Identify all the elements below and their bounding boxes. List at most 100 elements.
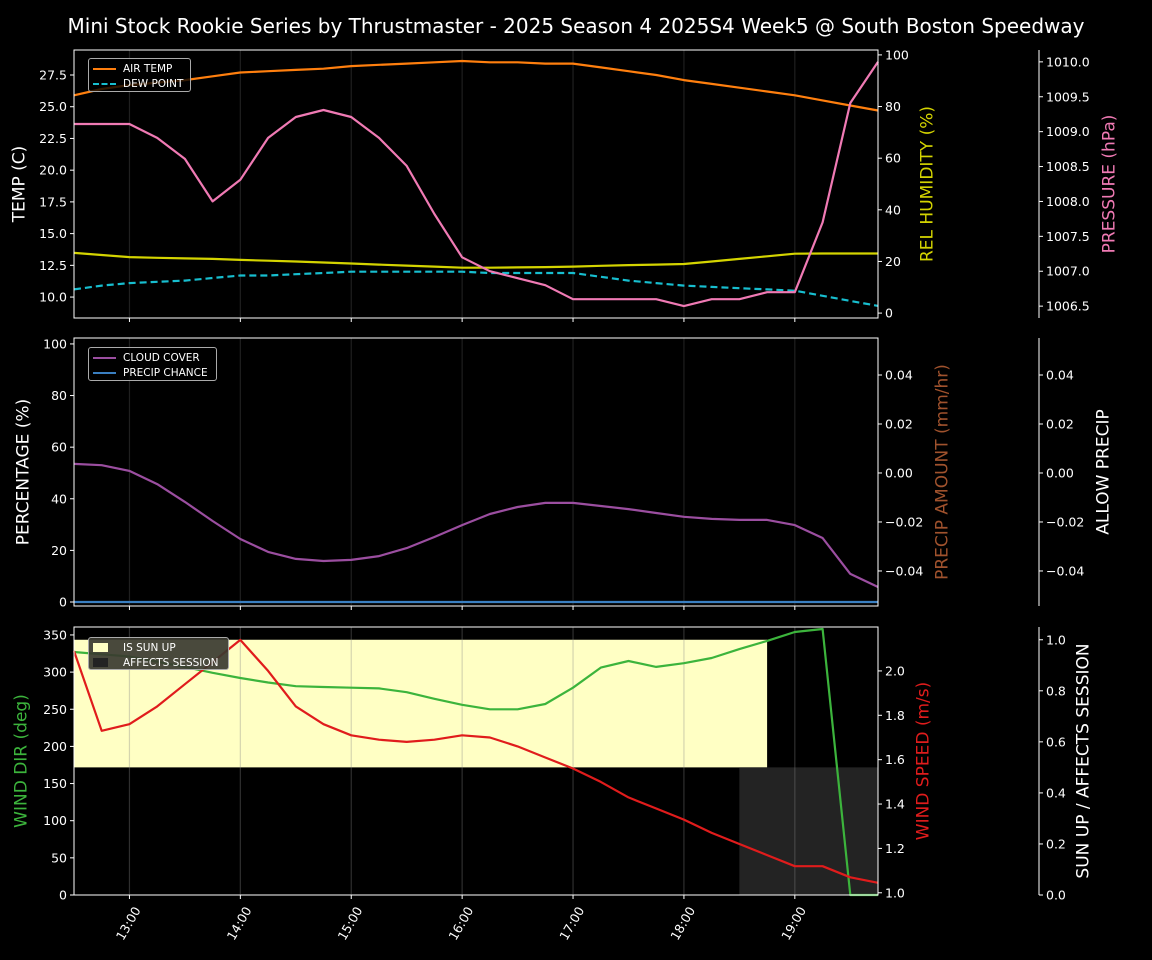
- y-tick-label: 50: [51, 850, 67, 865]
- y-tick-label: 10.0: [39, 290, 67, 305]
- y-tick-label: 1.4: [885, 797, 905, 812]
- y-tick-label: 0.00: [1046, 465, 1074, 480]
- legend-swatch-affects-session: [93, 658, 108, 667]
- y-tick-label: 60: [51, 440, 67, 455]
- x-tick-label: 16:00: [445, 904, 476, 943]
- y-tick-label: 0.02: [1046, 416, 1074, 431]
- plot-frame: [73, 626, 879, 896]
- y-tick-label: 22.5: [39, 131, 67, 146]
- y-tick-label: 2.0: [885, 663, 905, 678]
- axis-label-wind-speed: WIND SPEED (m/s): [913, 681, 934, 841]
- x-tick-label: 19:00: [778, 904, 809, 943]
- y-tick-label: 1.6: [885, 752, 905, 767]
- y-tick-label: −0.04: [1046, 563, 1084, 578]
- axis-label-allow-precip: ALLOW PRECIP: [1093, 409, 1114, 535]
- y-tick-label: 150: [43, 776, 67, 791]
- y-tick-label: 0.04: [1046, 367, 1074, 382]
- y-tick-label: 1.0: [885, 885, 905, 900]
- y-tick-label: 250: [43, 702, 67, 717]
- y-tick-label: 1010.0: [1046, 54, 1090, 69]
- y-tick-label: 0.02: [885, 416, 913, 431]
- chart-title: Mini Stock Rookie Series by Thrustmaster…: [67, 14, 1085, 38]
- series-line-pres: [74, 61, 879, 308]
- y-tick-label: 17.5: [39, 194, 67, 209]
- plot-frame: [73, 337, 879, 607]
- axis-label-pressure: PRESSURE (hPa): [1099, 114, 1120, 254]
- x-tick-label: 18:00: [667, 904, 698, 943]
- axis-label-percentage: PERCENTAGE (%): [13, 398, 34, 546]
- y-tick-label: −0.04: [885, 563, 923, 578]
- y-tick-label: 100: [43, 336, 67, 351]
- y-tick-label: 100: [43, 813, 67, 828]
- legend-label: DEW POINT: [123, 77, 184, 90]
- y-tick-label: 1.8: [885, 708, 905, 723]
- series-line-cloud-cover: [73, 462, 879, 588]
- y-tick-label: 40: [51, 491, 67, 506]
- y-tick-label: 0.6: [1046, 734, 1066, 749]
- y-tick-label: 100: [885, 47, 909, 62]
- axis-label-sun-up: SUN UP / AFFECTS SESSION: [1073, 643, 1094, 879]
- x-tick-label: 17:00: [556, 904, 587, 943]
- y-tick-label: 1006.5: [1046, 299, 1090, 314]
- y-tick-label: 80: [51, 388, 67, 403]
- legend-swatch-air-temp: [93, 67, 116, 70]
- y-tick-label: 0.4: [1046, 785, 1066, 800]
- plot-frame: [73, 49, 879, 319]
- legend-swatch-precip-chance: [93, 371, 116, 374]
- y-tick-label: 0.04: [885, 367, 913, 382]
- y-tick-label: 1007.5: [1046, 229, 1090, 244]
- y-tick-label: 20.0: [39, 163, 67, 178]
- y-tick-label: 0: [59, 595, 67, 610]
- y-tick-label: −0.02: [1046, 514, 1084, 529]
- legend-label: AIR TEMP: [123, 62, 173, 75]
- y-tick-label: 1008.5: [1046, 159, 1090, 174]
- series-line-air-temp: [73, 59, 879, 112]
- y-tick-label: 200: [43, 739, 67, 754]
- y-tick-label: 25.0: [39, 99, 67, 114]
- y-tick-label: 1008.0: [1046, 194, 1090, 209]
- y-tick-label: 20: [51, 543, 67, 558]
- legend-cloud: CLOUD COVER PRECIP CHANCE: [88, 347, 217, 381]
- x-tick-label: 15:00: [334, 904, 365, 943]
- y-tick-label: 60: [885, 151, 901, 166]
- axis-label-temp: TEMP (C): [9, 145, 30, 223]
- y-tick-label: 0: [59, 888, 67, 903]
- band-affects-session: [739, 767, 878, 895]
- y-tick-label: 80: [885, 99, 901, 114]
- y-tick-label: 0.0: [1046, 888, 1066, 903]
- axis-label-wind-dir: WIND DIR (deg): [11, 694, 32, 828]
- legend-label: CLOUD COVER: [123, 351, 200, 364]
- y-tick-label: 40: [885, 202, 901, 217]
- legend-swatch-sun-up: [93, 643, 108, 652]
- y-tick-label: 12.5: [39, 258, 67, 273]
- y-tick-label: 15.0: [39, 226, 67, 241]
- series-line-dew-point: [73, 270, 879, 307]
- axis-label-precip-amount: PRECIP AMOUNT (mm/hr): [932, 364, 953, 580]
- y-tick-label: 1007.0: [1046, 264, 1090, 279]
- legend-temperature: AIR TEMP DEW POINT: [88, 58, 191, 92]
- y-tick-label: 0.8: [1046, 683, 1066, 698]
- legend-swatch-dew-point: [93, 82, 116, 85]
- x-tick-label: 14:00: [224, 904, 255, 943]
- legend-label: IS SUN UP: [123, 641, 176, 654]
- axis-label-humidity: REL HUMIDITY (%): [917, 105, 938, 263]
- y-tick-label: 1009.5: [1046, 89, 1090, 104]
- legend-sun: IS SUN UP AFFECTS SESSION: [88, 637, 229, 670]
- series-line-wdir: [73, 627, 878, 897]
- y-tick-label: 1.2: [885, 841, 905, 856]
- y-tick-label: 0.00: [885, 465, 913, 480]
- legend-label: PRECIP CHANCE: [123, 366, 208, 379]
- series-line-hum: [73, 251, 878, 269]
- y-tick-label: 350: [43, 627, 67, 642]
- legend-swatch-cloud-cover: [93, 356, 116, 359]
- y-tick-label: 1.0: [1046, 632, 1066, 647]
- y-tick-label: 20: [885, 254, 901, 269]
- y-tick-label: 300: [43, 665, 67, 680]
- y-tick-label: 27.5: [39, 67, 67, 82]
- y-tick-label: 1009.0: [1046, 124, 1090, 139]
- x-tick-label: 13:00: [113, 904, 144, 943]
- legend-label: AFFECTS SESSION: [123, 656, 219, 669]
- y-tick-label: 0.2: [1046, 836, 1066, 851]
- y-tick-label: −0.02: [885, 514, 923, 529]
